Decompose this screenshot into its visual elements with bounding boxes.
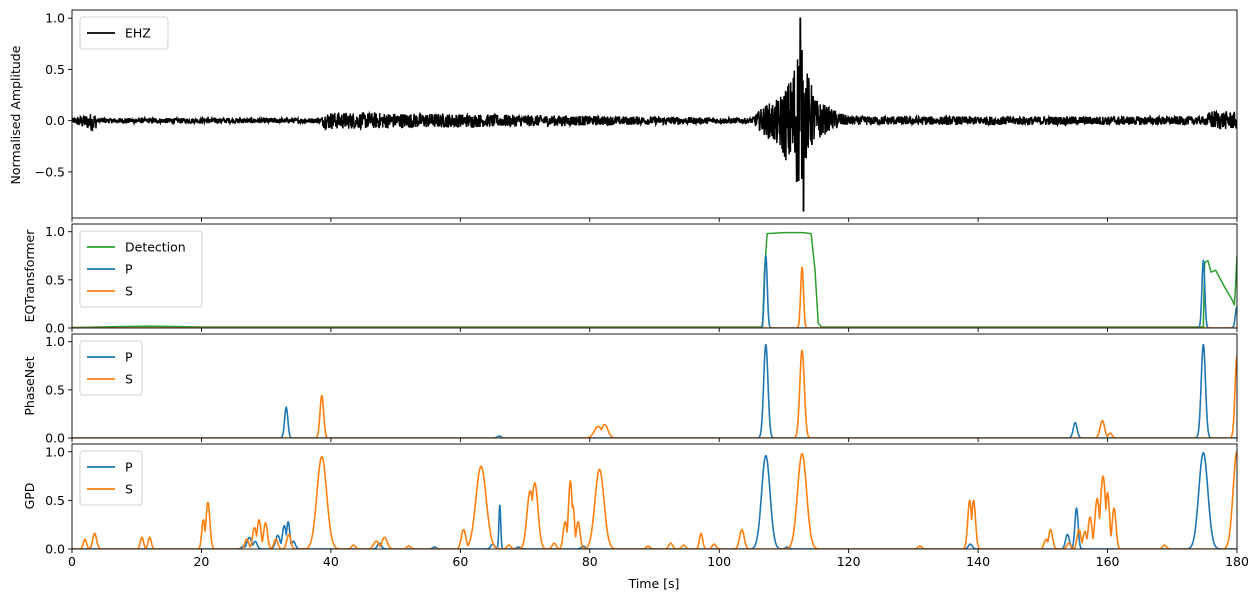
phasenet-ylabel: PhaseNet <box>22 356 37 415</box>
gpd-legend-box <box>79 450 143 506</box>
phasenet-legend-label-s: S <box>125 372 133 387</box>
waveform-ytick-label: −0.5 <box>35 164 65 179</box>
waveform-ytick-label: 1.0 <box>45 11 65 26</box>
gpd-ylabel: GPD <box>22 483 37 510</box>
eqtransformer-frame <box>71 223 1238 329</box>
waveform-ytick-label: 0.0 <box>45 113 65 128</box>
gpd-ytick-label: 0.0 <box>45 542 65 557</box>
gpd-legend: PS <box>79 450 143 506</box>
gpd-frame <box>71 443 1238 550</box>
gpd-xtick-label: 80 <box>582 554 598 569</box>
phasenet-frame <box>71 333 1238 439</box>
waveform-plot-area <box>72 17 1237 212</box>
gpd-xtick-label: 180 <box>1225 554 1249 569</box>
gpd-ytick-label: 1.0 <box>45 444 65 459</box>
phasenet-ytick-label: 1.0 <box>45 334 65 349</box>
phasenet-ytick-label: 0.0 <box>45 431 65 446</box>
phasenet-ytick-label: 0.5 <box>45 382 65 397</box>
eqtransformer-legend: Detection PS <box>79 230 203 308</box>
waveform-ylabel: Normalised Amplitude <box>8 45 23 184</box>
waveform-series-ehz <box>72 17 1237 212</box>
eqtransformer-series-p <box>72 254 1237 328</box>
waveform-legend-box <box>79 16 169 50</box>
gpd-xtick-label: 120 <box>837 554 861 569</box>
eqtransformer-legend-box <box>79 230 203 308</box>
waveform-ytick-label: 0.5 <box>45 62 65 77</box>
eqtransformer-panel: EQTransformer 0.0 0.5 1.0 Detection PS <box>22 223 1238 336</box>
gpd-legend-label-p: P <box>125 460 133 475</box>
waveform-legend-label-ehz: EHZ <box>125 26 151 41</box>
phasenet-legend-label-p: P <box>125 350 133 365</box>
phasenet-legend: PS <box>79 340 143 396</box>
phasenet-legend-box <box>79 340 143 396</box>
waveform-frame <box>71 9 1238 219</box>
gpd-series-s <box>72 451 1237 549</box>
phasenet-series-s <box>72 349 1237 438</box>
phasenet-plot-area <box>72 343 1237 438</box>
eqtransformer-ylabel: EQTransformer <box>22 229 37 323</box>
eqtransformer-series-detection <box>72 231 1237 328</box>
eqtransformer-legend-label-s: S <box>125 284 133 299</box>
gpd-xtick-label: 140 <box>966 554 990 569</box>
eqtransformer-plot-area <box>72 231 1237 328</box>
gpd-xlabel: Time [s] <box>628 576 680 591</box>
eqtransformer-legend-label-detection: Detection <box>125 240 186 255</box>
gpd-xtick-label: 160 <box>1096 554 1120 569</box>
eqtransformer-series-s <box>72 266 1237 328</box>
eqtransformer-ytick-label: 0.0 <box>45 321 65 336</box>
gpd-plot-area <box>72 451 1237 549</box>
eqtransformer-ytick-label: 0.5 <box>45 272 65 287</box>
gpd-legend-label-s: S <box>125 482 133 497</box>
gpd-xtick-label: 0 <box>68 554 76 569</box>
waveform-legend: EHZ <box>79 16 169 50</box>
gpd-xtick-label: 40 <box>323 554 339 569</box>
phasenet-panel: PhaseNet 0.0 0.5 1.0 PS <box>22 333 1238 446</box>
waveform-panel: Normalised Amplitude −0.5 0.0 0.5 1.0 EHZ <box>8 9 1238 222</box>
phasenet-series-p <box>72 343 1237 438</box>
gpd-xtick-label: 60 <box>452 554 468 569</box>
gpd-xtick-label: 20 <box>193 554 209 569</box>
gpd-panel: GPD Time [s] 0.0 0.5 1.0 0 20 40 60 80 100 120 140… <box>22 443 1249 591</box>
gpd-series-p <box>72 451 1237 549</box>
eqtransformer-legend-label-p: P <box>125 262 133 277</box>
gpd-ytick-label: 0.5 <box>45 493 65 508</box>
eqtransformer-ytick-label: 1.0 <box>45 224 65 239</box>
gpd-xtick-label: 100 <box>707 554 731 569</box>
